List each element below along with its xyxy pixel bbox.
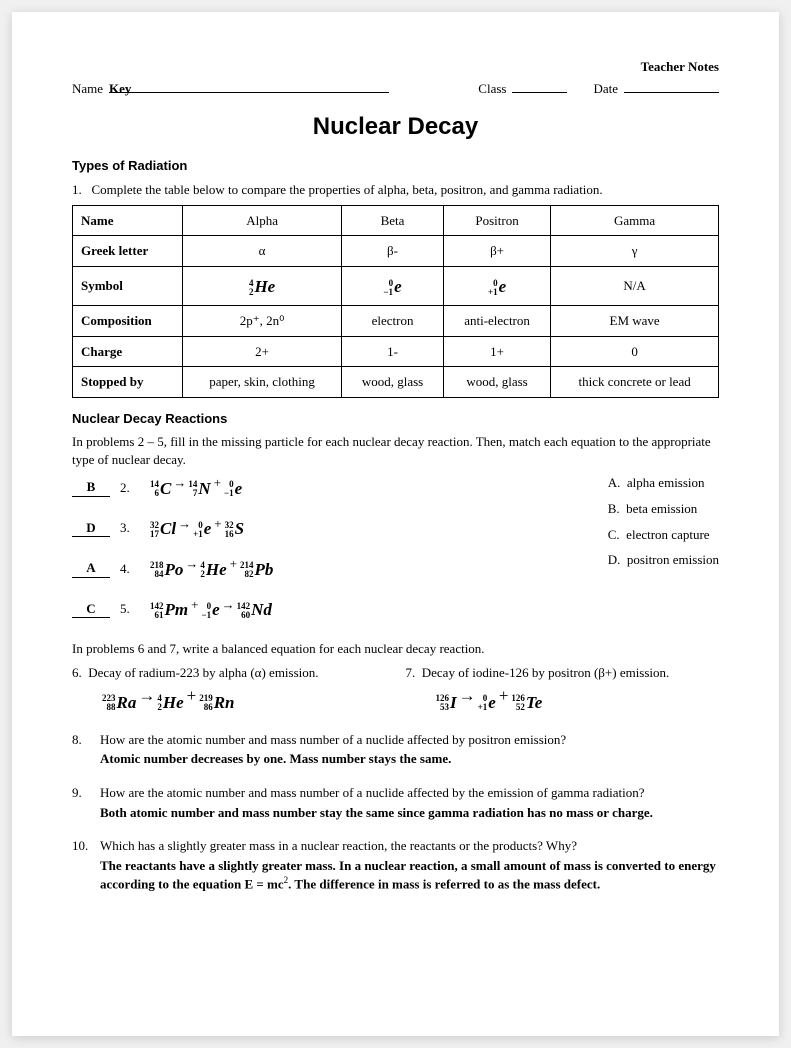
problem-number: 4.: [120, 560, 140, 578]
question-text: How are the atomic number and mass numbe…: [100, 731, 566, 749]
equation-6: 22388Ra→42He+21986Rn: [102, 685, 386, 714]
problem-6: 6. Decay of radium-223 by alpha (α) emis…: [72, 664, 386, 715]
option-item: D. positron emission: [608, 551, 719, 569]
answer-blank: C: [72, 600, 110, 619]
answer-blank: A: [72, 559, 110, 578]
nuclear-equation: 3217Cl→0+1e+3216S: [150, 515, 244, 541]
class-blank: [512, 80, 567, 93]
worksheet-page: Teacher Notes Name Key Class Date Nuclea…: [12, 12, 779, 1036]
nuclear-equation: 14261Pm+0−1e→14260Nd: [150, 596, 272, 622]
question-text: Which has a slightly greater mass in a n…: [100, 837, 577, 855]
instr-6-7: In problems 6 and 7, write a balanced eq…: [72, 640, 719, 658]
qa-item: 8. How are the atomic number and mass num…: [72, 731, 719, 768]
equation-row: C 5. 14261Pm+0−1e→14260Nd: [72, 596, 273, 622]
qa-item: 9. How are the atomic number and mass num…: [72, 784, 719, 821]
date-label: Date: [593, 80, 618, 98]
equation-list: B 2. 146C→147N+0−1e D 3. 3217Cl→0+1e+3216S A 4.…: [72, 474, 273, 622]
option-item: C. electron capture: [608, 526, 719, 544]
page-title: Nuclear Decay: [72, 111, 719, 143]
nuclear-equation: 21884Po→42He+21482Pb: [150, 555, 273, 581]
answer-text: Atomic number decreases by one. Mass num…: [100, 750, 719, 768]
radiation-table: NameAlphaBetaPositronGammaGreek letterαβ…: [72, 205, 719, 398]
answer-blank: B: [72, 478, 110, 497]
options-list: A. alpha emission B. beta emission C. elec…: [608, 474, 719, 622]
question-text: How are the atomic number and mass numbe…: [100, 784, 645, 802]
name-label: Name: [72, 80, 103, 98]
problem-number: 2.: [120, 479, 140, 497]
qa-item: 10. Which has a slightly greater mass in …: [72, 837, 719, 893]
section-types-heading: Types of Radiation: [72, 157, 719, 175]
option-item: B. beta emission: [608, 500, 719, 518]
problems-6-7: 6. Decay of radium-223 by alpha (α) emis…: [72, 664, 719, 715]
nuclear-equation: 146C→147N+0−1e: [150, 474, 242, 500]
question-number: 8.: [72, 731, 92, 749]
name-value: Key: [109, 80, 389, 93]
question-number: 10.: [72, 837, 92, 855]
equation-row: B 2. 146C→147N+0−1e: [72, 474, 273, 500]
header-fields: Name Key Class Date: [72, 80, 719, 98]
answer-blank: D: [72, 519, 110, 538]
section-reactions-heading: Nuclear Decay Reactions: [72, 410, 719, 428]
equation-7: 12653I→0+1e+12652Te: [436, 685, 720, 714]
q1-instruction: 1. Complete the table below to compare t…: [72, 181, 719, 199]
answer-text: The reactants have a slightly greater ma…: [100, 857, 719, 893]
reactions-block: B 2. 146C→147N+0−1e D 3. 3217Cl→0+1e+3216S A 4.…: [72, 474, 719, 622]
reactions-instruction: In problems 2 – 5, fill in the missing p…: [72, 433, 719, 468]
answer-text: Both atomic number and mass number stay …: [100, 804, 719, 822]
problem-number: 3.: [120, 519, 140, 537]
option-item: A. alpha emission: [608, 474, 719, 492]
problem-number: 5.: [120, 600, 140, 618]
problem-7: 7. Decay of iodine-126 by positron (β+) …: [406, 664, 720, 715]
date-blank: [624, 80, 719, 93]
class-label: Class: [478, 80, 506, 98]
question-number: 9.: [72, 784, 92, 802]
equation-row: D 3. 3217Cl→0+1e+3216S: [72, 515, 273, 541]
equation-row: A 4. 21884Po→42He+21482Pb: [72, 555, 273, 581]
teacher-notes-label: Teacher Notes: [72, 58, 719, 76]
short-answer-block: 8. How are the atomic number and mass num…: [72, 731, 719, 893]
